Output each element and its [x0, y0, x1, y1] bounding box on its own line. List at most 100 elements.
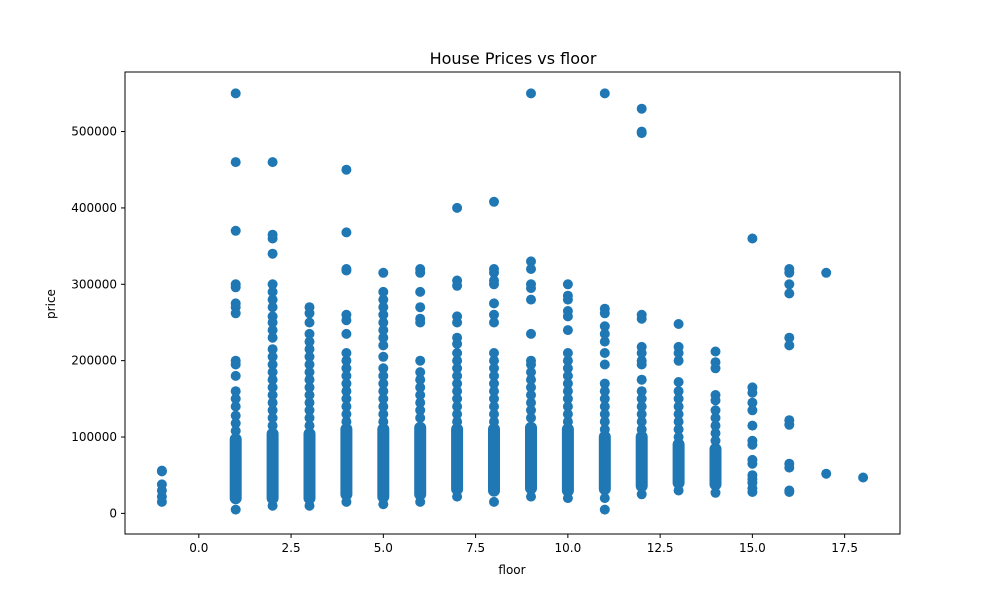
dense-point-band [525, 421, 537, 495]
scatter-point [489, 267, 499, 278]
scatter-point [784, 332, 795, 343]
scatter-point [599, 393, 610, 404]
scatter-point [562, 409, 573, 420]
scatter-point [304, 382, 315, 393]
scatter-point [304, 317, 315, 328]
x-tick-label: 15.0 [739, 541, 766, 555]
dense-point-band [377, 423, 390, 503]
scatter-point [304, 397, 315, 408]
scatter-point [304, 367, 315, 378]
y-tick-label: 0 [109, 506, 117, 520]
scatter-point [341, 416, 352, 427]
scatter-point [784, 279, 795, 290]
x-tick-label: 0.0 [189, 541, 208, 555]
scatter-point [267, 302, 278, 313]
scatter-point [304, 412, 315, 423]
scatter-point [710, 435, 721, 446]
scatter-point [710, 405, 721, 416]
scatter-point [341, 496, 352, 507]
scatter-point [747, 233, 758, 244]
scatter-point [599, 386, 610, 397]
scatter-point [267, 157, 278, 168]
scatter-point [415, 382, 426, 393]
scatter-point [378, 499, 389, 510]
scatter-point [673, 386, 684, 397]
scatter-point [156, 465, 167, 476]
scatter-point [489, 279, 499, 290]
scatter-point [562, 493, 573, 504]
scatter-point [378, 370, 389, 381]
dense-point-band [229, 433, 242, 505]
scatter-point [304, 405, 315, 416]
y-axis-label: price [44, 289, 58, 319]
scatter-point [415, 286, 426, 297]
dense-point-band [561, 423, 574, 497]
scatter-point [378, 286, 389, 297]
scatter-point [267, 344, 278, 355]
scatter-point [452, 386, 463, 397]
scatter-point [415, 405, 426, 416]
scatter-point [526, 491, 536, 502]
scatter-point [673, 416, 684, 427]
scatter-point [304, 328, 315, 339]
scatter-point [599, 409, 610, 420]
scatter-point [452, 416, 463, 427]
x-tick-label: 2.5 [282, 541, 301, 555]
scatter-point [599, 504, 610, 515]
scatter-point [526, 382, 536, 393]
x-tick-label: 17.5 [831, 541, 858, 555]
scatter-point [747, 420, 758, 431]
scatter-point [747, 458, 758, 469]
scatter-point [452, 348, 463, 358]
x-tick-label: 7.5 [466, 541, 485, 555]
scatter-point [230, 359, 241, 370]
scatter-point [378, 325, 389, 336]
y-tick-label: 300000 [71, 277, 117, 291]
y-tick-label: 100000 [71, 430, 117, 444]
scatter-point [636, 401, 647, 412]
scatter-point [526, 367, 536, 378]
scatter-point [489, 363, 499, 374]
scatter-point [415, 355, 426, 366]
scatter-point [784, 487, 795, 497]
scatter-point [304, 420, 315, 431]
scatter-point [489, 196, 499, 207]
scatter-point [599, 336, 610, 347]
scatter-point [710, 395, 721, 406]
scatter-point [378, 386, 389, 397]
scatter-point [562, 311, 573, 322]
scatter-point [673, 432, 684, 442]
scatter-point [562, 325, 573, 336]
scatter-point [415, 317, 426, 328]
scatter-point [452, 401, 463, 412]
scatter-point [858, 472, 869, 483]
scatter-point [710, 420, 721, 431]
scatter-point [526, 390, 536, 400]
scatter-point [267, 374, 278, 385]
scatter-point [304, 336, 315, 347]
scatter-point [341, 328, 352, 339]
scatter-point [673, 409, 684, 420]
dense-point-band [451, 423, 464, 496]
scatter-point [341, 348, 352, 358]
scatter-point [599, 328, 610, 339]
scatter-point [378, 309, 389, 320]
scatter-point [267, 351, 278, 362]
scatter-point [526, 294, 536, 305]
dense-point-band [672, 438, 685, 489]
scatter-point [489, 416, 499, 427]
scatter-point [304, 359, 315, 370]
scatter-point [636, 348, 647, 358]
dense-point-band [635, 430, 648, 492]
scatter-point [452, 317, 463, 328]
scatter-point [452, 393, 463, 404]
scatter-point [636, 359, 647, 370]
scatter-point [636, 128, 647, 139]
scatter-point [562, 294, 573, 305]
scatter-point [489, 401, 499, 412]
scatter-point [673, 319, 684, 329]
scatter-point [526, 328, 536, 339]
scatter-point [526, 283, 536, 294]
scatter-point [489, 370, 499, 381]
scatter-point [452, 355, 463, 366]
